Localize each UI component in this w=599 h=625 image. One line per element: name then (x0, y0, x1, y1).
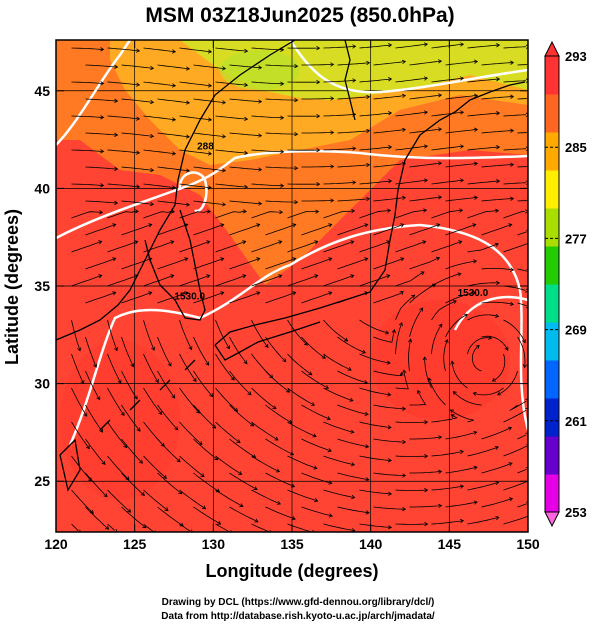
contour-label: 1530.0 (458, 288, 489, 299)
chart-title: MSM 03Z18Jun2025 (850.0hPa) (145, 4, 454, 27)
colorbar-label: 293 (565, 49, 587, 64)
colorbar-segment (545, 132, 559, 171)
contour-label: 288 (197, 141, 214, 152)
colorbar-segment (545, 360, 559, 399)
colorbar-label: 253 (565, 505, 587, 520)
colorbar: 293 285 277 269 261 253 (545, 42, 587, 526)
colorbar-min-arrow (545, 512, 559, 526)
y-tick-label: 45 (34, 83, 50, 99)
colorbar-segment (545, 56, 559, 95)
colorbar-segment (545, 170, 559, 209)
colorbar-segment (545, 94, 559, 133)
x-axis-label: Longitude (degrees) (205, 561, 378, 581)
colorbar-segment (545, 398, 559, 437)
x-tick-label: 140 (359, 536, 383, 552)
x-tick-label: 130 (202, 536, 226, 552)
y-tick-label: 25 (34, 473, 50, 489)
x-tick-label: 125 (123, 536, 147, 552)
colorbar-segment (545, 284, 559, 323)
x-tick-label: 150 (516, 536, 540, 552)
colorbar-segment (545, 474, 559, 513)
colorbar-segment (545, 246, 559, 285)
colorbar-label: 261 (565, 414, 587, 429)
x-tick-label: 120 (44, 536, 68, 552)
contour-label: 1530.0 (174, 292, 205, 303)
credit-line-1: Drawing by DCL (https://www.gfd-dennou.o… (162, 597, 435, 608)
colorbar-max-arrow (545, 42, 559, 56)
y-tick-label: 35 (34, 278, 50, 294)
y-axis-label: Latitude (degrees) (2, 209, 22, 365)
colorbar-label: 269 (565, 323, 587, 338)
colorbar-segment (545, 208, 559, 247)
y-tick-label: 40 (34, 180, 50, 196)
colorbar-label: 285 (565, 140, 587, 155)
colorbar-label: 277 (565, 231, 587, 246)
y-tick-label: 30 (34, 376, 50, 392)
colorbar-segment (545, 322, 559, 361)
x-tick-label: 145 (438, 536, 462, 552)
colorbar-segment (545, 436, 559, 475)
credit-line-2: Data from http://database.rish.kyoto-u.a… (161, 611, 435, 622)
x-tick-label: 135 (280, 536, 304, 552)
